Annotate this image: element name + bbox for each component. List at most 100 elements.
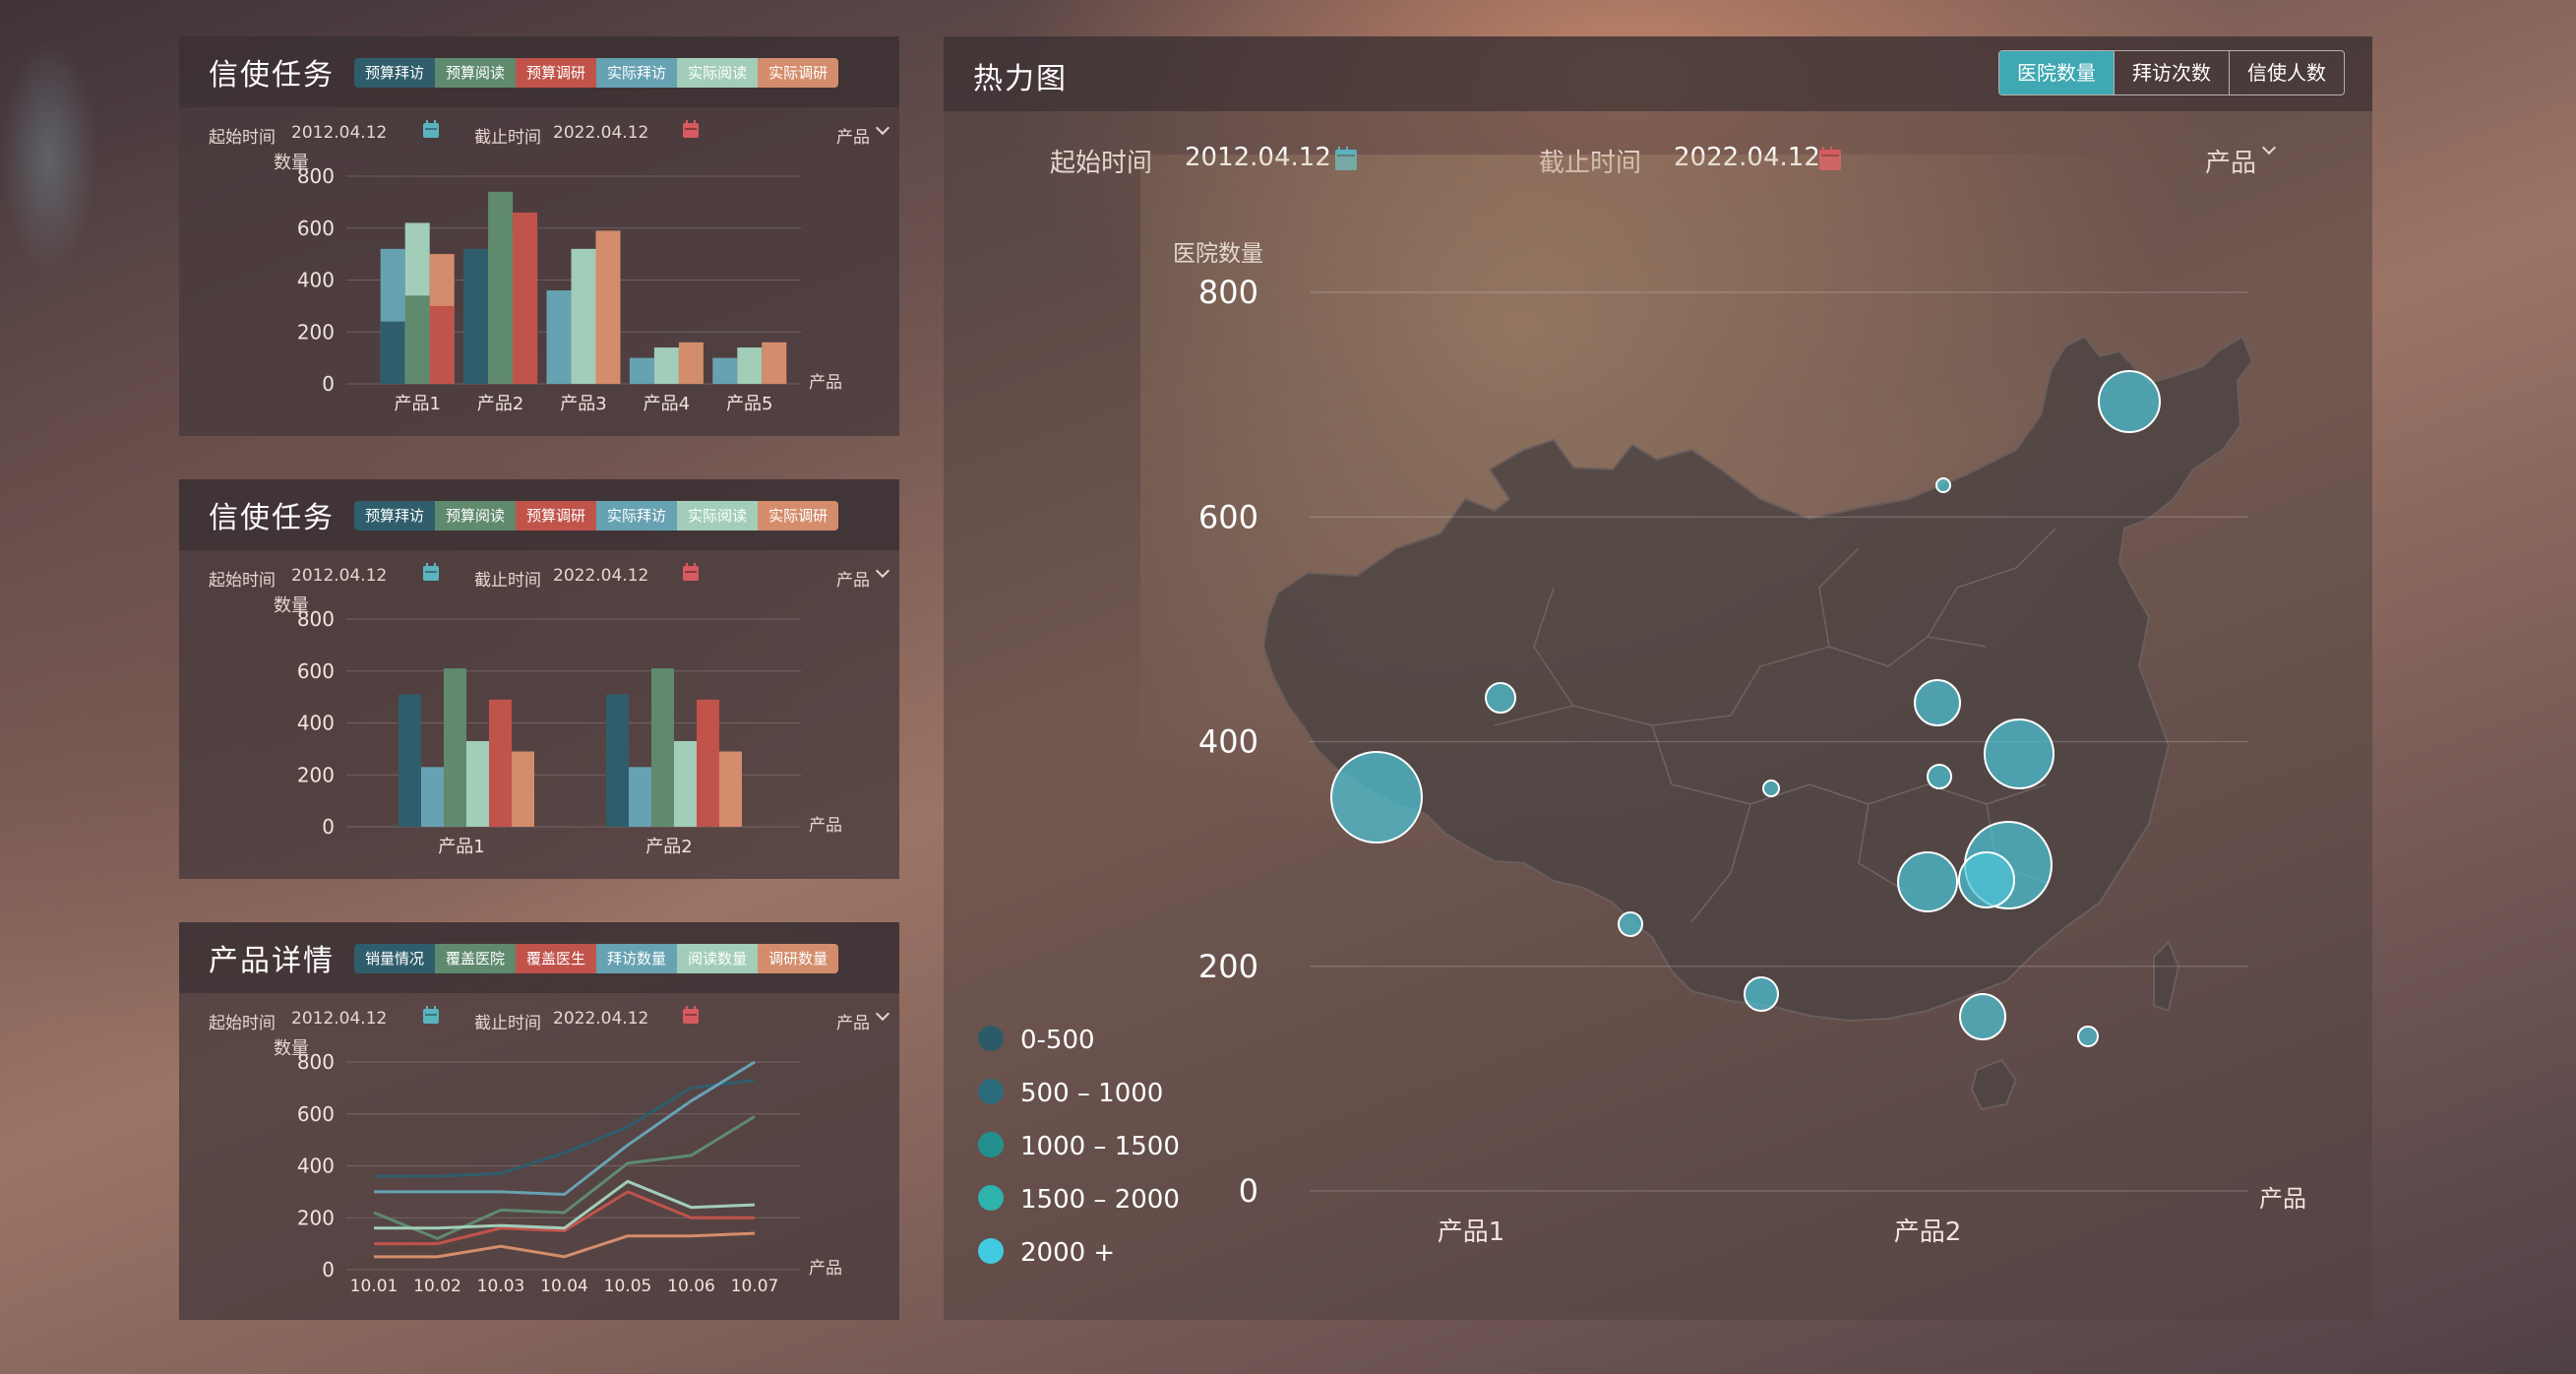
heat-bubble bbox=[1927, 764, 1952, 789]
product-select[interactable]: 产品 bbox=[836, 120, 890, 148]
legend-item-budget-survey[interactable]: 预算调研 bbox=[516, 501, 597, 531]
heat-bubble bbox=[1958, 851, 2015, 908]
x-axis-title: 产品 bbox=[809, 373, 842, 393]
legend-item-budget-read[interactable]: 预算阅读 bbox=[435, 58, 517, 88]
bar bbox=[629, 357, 654, 384]
product-select[interactable]: 产品 bbox=[836, 1006, 890, 1033]
calendar-icon[interactable] bbox=[423, 563, 439, 581]
calendar-icon[interactable] bbox=[423, 120, 439, 138]
y-tick-label: 0 bbox=[322, 372, 335, 396]
legend-item-doctor-coverage[interactable]: 覆盖医生 bbox=[516, 944, 597, 973]
legend-item-budget-visit[interactable]: 预算拜访 bbox=[354, 58, 436, 88]
x-tick-label: 10.06 bbox=[667, 1277, 715, 1296]
series-legend: 预算拜访 预算阅读 预算调研 实际拜访 实际阅读 实际调研 bbox=[354, 501, 839, 531]
legend-item-budget-survey[interactable]: 预算调研 bbox=[516, 58, 597, 88]
heat-bubble bbox=[1618, 911, 1643, 937]
bar bbox=[678, 342, 704, 384]
legend-item-actual-read[interactable]: 实际阅读 bbox=[677, 58, 759, 88]
date-filter-row: 起始时间 2012.04.12 截止时间 2022.04.12 产品 bbox=[209, 120, 890, 153]
end-time-value[interactable]: 2022.04.12 bbox=[553, 1009, 649, 1029]
tab-hospital-count[interactable]: 医院数量 bbox=[1999, 51, 2114, 94]
x-tick-label: 10.03 bbox=[477, 1277, 525, 1296]
tab-visit-count[interactable]: 拜访次数 bbox=[2114, 51, 2229, 94]
y-tick-label: 600 bbox=[297, 1102, 335, 1126]
x-axis-title: 产品 bbox=[809, 1259, 842, 1279]
start-time-value[interactable]: 2012.04.12 bbox=[291, 123, 388, 143]
product-select-label: 产品 bbox=[836, 1014, 870, 1033]
calendar-icon[interactable] bbox=[683, 563, 699, 581]
bar bbox=[629, 767, 651, 827]
panel-title: 热力图 bbox=[973, 62, 1068, 96]
legend-item-sales[interactable]: 销量情况 bbox=[354, 944, 436, 973]
bar bbox=[697, 699, 719, 827]
y-tick-label: 800 bbox=[1198, 274, 1258, 311]
series-line bbox=[373, 1115, 756, 1240]
legend-item-survey-count[interactable]: 调研数量 bbox=[758, 944, 839, 973]
legend-label: 500 – 1000 bbox=[1020, 1079, 1163, 1108]
heat-bubble bbox=[2077, 1026, 2099, 1047]
product-select[interactable]: 产品 bbox=[836, 563, 890, 591]
start-time-value[interactable]: 2012.04.12 bbox=[291, 1009, 388, 1029]
bar bbox=[712, 357, 738, 384]
calendar-icon[interactable] bbox=[423, 1006, 439, 1024]
end-time-value[interactable]: 2022.04.12 bbox=[553, 123, 649, 143]
heat-bubble bbox=[1897, 851, 1958, 912]
x-tick-label: 产品5 bbox=[726, 394, 772, 414]
start-time-label: 起始时间 bbox=[209, 571, 276, 591]
panel-header: 信使任务 预算拜访 预算阅读 预算调研 实际拜访 实际阅读 实际调研 bbox=[179, 479, 899, 550]
heat-bubble bbox=[1935, 477, 1951, 493]
y-tick-label: 200 bbox=[297, 320, 335, 344]
legend-label: 1500 – 2000 bbox=[1020, 1185, 1180, 1215]
y-tick-label: 800 bbox=[297, 164, 335, 188]
legend-item-hospital-coverage[interactable]: 覆盖医院 bbox=[435, 944, 517, 973]
bar bbox=[546, 290, 572, 384]
tab-messenger-count[interactable]: 信使人数 bbox=[2229, 51, 2344, 94]
legend-item-visit-count[interactable]: 拜访数量 bbox=[596, 944, 678, 973]
legend-item-actual-visit[interactable]: 实际拜访 bbox=[596, 58, 678, 88]
y-tick-label: 200 bbox=[1198, 948, 1258, 985]
y-tick-label: 0 bbox=[322, 1258, 335, 1281]
calendar-icon[interactable] bbox=[683, 120, 699, 138]
heat-bubble bbox=[1762, 780, 1780, 797]
legend-item-budget-visit[interactable]: 预算拜访 bbox=[354, 501, 436, 531]
legend-item-actual-visit[interactable]: 实际拜访 bbox=[596, 501, 678, 531]
bar bbox=[651, 668, 674, 827]
legend-marker bbox=[978, 1238, 1004, 1264]
legend-item-actual-survey[interactable]: 实际调研 bbox=[758, 58, 839, 88]
y-tick-label: 400 bbox=[1198, 723, 1258, 761]
legend-item-budget-read[interactable]: 预算阅读 bbox=[435, 501, 517, 531]
start-time-label: 起始时间 bbox=[1050, 149, 1153, 178]
heat-bubble bbox=[1744, 976, 1779, 1012]
calendar-icon[interactable] bbox=[683, 1006, 699, 1024]
x-tick-label: 产品1 bbox=[394, 394, 440, 414]
start-time-value[interactable]: 2012.04.12 bbox=[291, 566, 388, 586]
y-tick-label: 400 bbox=[297, 1155, 335, 1178]
y-axis-title: 数量 bbox=[274, 153, 309, 173]
product-select-label: 产品 bbox=[836, 128, 870, 148]
bar bbox=[595, 230, 621, 384]
series-line bbox=[374, 1190, 755, 1246]
y-tick-label: 200 bbox=[297, 1206, 335, 1229]
bar bbox=[674, 740, 697, 827]
legend-marker bbox=[978, 1185, 1004, 1211]
series-line bbox=[374, 1179, 756, 1230]
legend-item-actual-survey[interactable]: 实际调研 bbox=[758, 501, 839, 531]
end-time-value[interactable]: 2022.04.12 bbox=[553, 566, 649, 586]
bar bbox=[606, 694, 629, 827]
x-tick-label: 产品2 bbox=[1894, 1218, 1962, 1247]
bar bbox=[429, 305, 455, 384]
y-axis-title: 数量 bbox=[274, 1038, 309, 1059]
bar bbox=[512, 751, 534, 827]
heat-bubble bbox=[1485, 682, 1516, 714]
bar bbox=[444, 668, 466, 827]
legend-item-read-count[interactable]: 阅读数量 bbox=[677, 944, 759, 973]
legend-item-actual-read[interactable]: 实际阅读 bbox=[677, 501, 759, 531]
x-tick-label: 产品4 bbox=[644, 394, 690, 414]
x-tick-label: 产品1 bbox=[1438, 1218, 1505, 1247]
y-axis-title: 数量 bbox=[274, 595, 309, 616]
bar bbox=[719, 751, 742, 827]
bar bbox=[513, 212, 538, 384]
